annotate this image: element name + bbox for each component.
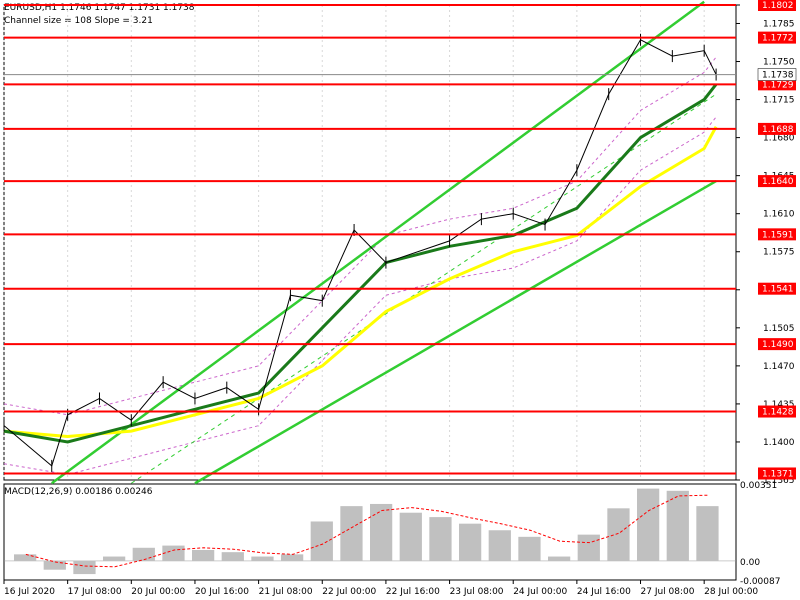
macd-histogram-bar: [192, 549, 215, 561]
macd-histogram-bar: [43, 560, 66, 570]
y-tick-label: 1.1365: [763, 476, 795, 486]
chart-header-symbol: EURUSD,H1 1.1746 1.1747 1.1731 1.1738: [4, 3, 195, 13]
x-tick-label: 27 Jul 08:00: [641, 587, 695, 597]
macd-histogram-bar: [340, 506, 363, 561]
macd-scale-label: -0.00087: [740, 577, 780, 587]
y-tick-label: 1.1470: [763, 362, 795, 372]
x-tick-label: 22 Jul 00:00: [322, 587, 376, 597]
x-tick-label: 24 Jul 16:00: [577, 587, 631, 597]
macd-histogram-bar: [281, 554, 304, 561]
macd-scale-label: 0.00351: [740, 481, 777, 491]
y-tick-label: 1.1505: [763, 324, 795, 334]
macd-histogram-bar: [251, 556, 274, 561]
macd-histogram-bar: [103, 556, 126, 561]
x-tick-label: 20 Jul 00:00: [131, 587, 185, 597]
channel-upper-line: [50, 0, 705, 485]
x-tick-label: 28 Jul 00:00: [704, 587, 758, 597]
macd-histogram-bar: [577, 534, 600, 561]
macd-frame: [3, 483, 737, 581]
macd-label: MACD(12,26,9) 0.00186 0.00246: [4, 487, 153, 497]
level-tag: [758, 122, 796, 135]
macd-histogram-bar: [548, 556, 571, 561]
macd-signal-line: [25, 494, 709, 568]
y-tick-label: 1.1750: [763, 58, 795, 68]
level-tag-label: 1.1428: [762, 408, 794, 418]
level-tag-label: 1.1729: [762, 80, 794, 90]
macd-histogram-bar: [696, 506, 719, 561]
level-tag: [758, 31, 796, 44]
macd-histogram-bar: [14, 554, 37, 561]
channel-lower-line: [194, 180, 717, 485]
macd-histogram-bar: [637, 488, 660, 561]
current-price-tag: [757, 68, 797, 81]
macd-histogram-bar: [488, 530, 511, 561]
x-tick-label: 23 Jul 08:00: [450, 587, 504, 597]
bollinger-lower: [3, 116, 717, 476]
level-tag: [758, 338, 796, 351]
macd-histogram-bar: [370, 503, 393, 561]
y-tick-label: 1.1435: [763, 400, 795, 410]
level-tag-label: 1.1541: [762, 285, 794, 295]
macd-histogram-bar: [399, 512, 422, 561]
level-tag-label: 1.1640: [762, 177, 794, 187]
macd-histogram-bar: [73, 560, 96, 575]
macd-histogram-bar: [607, 508, 630, 561]
macd-histogram-bar: [518, 536, 541, 561]
slow-ma-line: [3, 126, 718, 439]
macd-histogram-bar: [666, 490, 689, 561]
bollinger-upper: [3, 56, 717, 416]
x-tick-label: 16 Jul 2020: [4, 587, 55, 597]
level-tag-label: 1.1688: [762, 125, 794, 135]
level-tag: [758, 0, 796, 11]
level-tag: [758, 405, 796, 418]
x-tick-label: 24 Jul 00:00: [513, 587, 567, 597]
level-tag-label: 1.1591: [762, 230, 794, 240]
chart-header-channel: Channel size = 108 Slope = 3.21: [4, 16, 153, 26]
level-tag: [758, 467, 796, 480]
y-tick-label: 1.1785: [763, 19, 795, 29]
level-tag-label: 1.1490: [762, 340, 794, 350]
macd-histogram-bar: [429, 517, 452, 561]
macd-histogram-bar: [221, 552, 244, 561]
y-tick-label: 1.1610: [763, 210, 795, 220]
y-tick-label: 1.1715: [763, 96, 795, 106]
macd-histogram-bar: [310, 521, 333, 561]
macd-histogram-bar: [162, 545, 185, 561]
level-tag-label: 1.1802: [762, 1, 794, 11]
x-tick-label: 20 Jul 16:00: [195, 587, 249, 597]
level-tag: [758, 175, 796, 188]
y-tick-label: 1.1400: [763, 438, 795, 448]
y-tick-label: 1.1680: [763, 134, 795, 144]
level-tag: [758, 228, 796, 241]
x-tick-label: 17 Jul 08:00: [68, 587, 122, 597]
level-tag: [758, 282, 796, 295]
level-tag-label: 1.1371: [762, 469, 794, 479]
level-tag: [758, 78, 796, 91]
macd-scale-label: 0.00: [740, 558, 760, 568]
macd-histogram-bar: [132, 547, 155, 561]
y-tick-label: 1.1575: [763, 248, 795, 258]
price-path: [3, 39, 717, 467]
x-tick-label: 21 Jul 08:00: [259, 587, 313, 597]
channel-middle-line: [131, 93, 717, 484]
macd-histogram-bar: [459, 523, 482, 561]
current-price-label: 1.1738: [762, 71, 794, 81]
level-tag-label: 1.1772: [762, 34, 794, 44]
x-tick-label: 22 Jul 16:00: [386, 587, 440, 597]
